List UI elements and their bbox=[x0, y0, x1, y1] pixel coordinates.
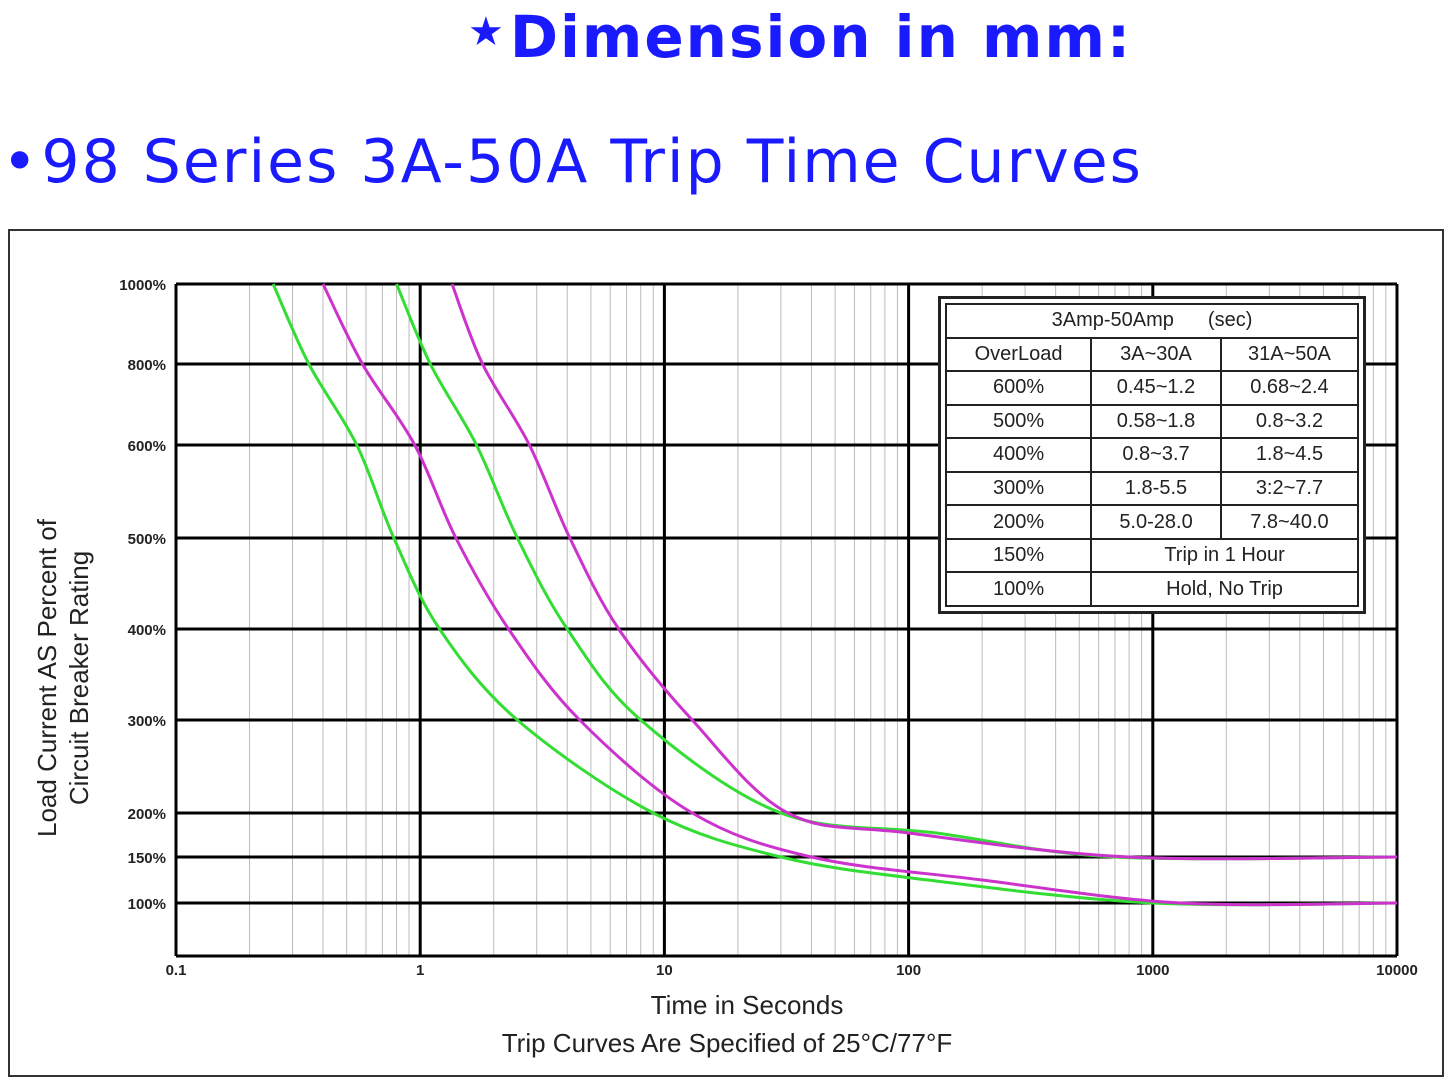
y-tick-label: 500% bbox=[128, 531, 166, 548]
table-cell: 0.8~3.2 bbox=[1219, 403, 1360, 440]
table-cell: 1.8~4.5 bbox=[1219, 437, 1360, 473]
table-cell: 300% bbox=[944, 470, 1093, 507]
table-header-cell: 31A~50A bbox=[1219, 336, 1360, 373]
chart-footnote: Trip Curves Are Specified of 25°C/77°F bbox=[502, 1028, 952, 1058]
table-row: 200% 5.0-28.0 7.8~40.0 bbox=[944, 504, 1360, 540]
table-cell: 0.58~1.8 bbox=[1090, 403, 1222, 440]
table-cell: 500% bbox=[944, 403, 1093, 440]
table-header-cell: OverLoad bbox=[944, 336, 1093, 373]
table-cell: 0.8~3.7 bbox=[1090, 437, 1222, 473]
table-cell: 400% bbox=[944, 437, 1093, 473]
table-cell: 1.8-5.5 bbox=[1090, 470, 1222, 507]
table-unit: (sec) bbox=[1207, 309, 1253, 332]
table-row: 400% 0.8~3.7 1.8~4.5 bbox=[944, 437, 1360, 473]
table-cell: Trip in 1 Hour bbox=[1090, 537, 1359, 574]
table-cell: Hold, No Trip bbox=[1090, 571, 1359, 607]
x-tick-label: 10000 bbox=[1376, 962, 1418, 979]
table-title-row: 3Amp-50Amp (sec) bbox=[945, 303, 1359, 339]
y-tick-labels: 1000% 800% 600% 500% 400% 300% 200% 150% 100% bbox=[119, 277, 166, 913]
table-cell: 7.8~40.0 bbox=[1219, 504, 1360, 540]
x-tick-labels: 0.1 1 10 100 1000 10000 bbox=[166, 962, 1418, 979]
y-tick-label: 400% bbox=[128, 622, 166, 639]
x-tick-label: 100 bbox=[896, 962, 921, 979]
y-tick-label: 600% bbox=[128, 438, 166, 455]
table-row: 500% 0.58~1.8 0.8~3.2 bbox=[944, 403, 1360, 440]
x-tick-label: 1 bbox=[416, 962, 424, 979]
table-cell: 3:2~7.7 bbox=[1219, 470, 1360, 507]
spec-table: 3Amp-50Amp (sec) OverLoad 3A~30A 31A~50A … bbox=[944, 303, 1360, 607]
y-tick-label: 800% bbox=[128, 357, 166, 374]
y-axis-title-line-1: Load Current AS Percent of bbox=[32, 518, 62, 837]
table-header-row: OverLoad 3A~30A 31A~50A bbox=[944, 336, 1360, 373]
x-axis-title: Time in Seconds bbox=[651, 990, 844, 1020]
table-cell: 600% bbox=[944, 370, 1093, 406]
subtitle-text: 98 Series 3A-50A Trip Time Curves bbox=[41, 127, 1143, 197]
trip-curve-green-0 bbox=[271, 283, 1398, 907]
y-tick-label: 300% bbox=[128, 713, 166, 730]
table-cell: 0.45~1.2 bbox=[1090, 370, 1222, 406]
heading-text: Dimension in mm: bbox=[509, 3, 1133, 71]
table-row: 600% 0.45~1.2 0.68~2.4 bbox=[944, 370, 1360, 406]
x-tick-label: 10 bbox=[656, 962, 673, 979]
table-header-cell: 3A~30A bbox=[1090, 336, 1222, 373]
table-row: 100% Hold, No Trip bbox=[944, 571, 1359, 607]
table-cell: 150% bbox=[944, 537, 1093, 574]
chart-frame bbox=[8, 229, 1444, 1077]
y-tick-label: 150% bbox=[128, 850, 166, 867]
page-heading: ★Dimension in mm: bbox=[468, 0, 1132, 69]
table-row: 300% 1.8-5.5 3:2~7.7 bbox=[944, 470, 1360, 507]
chart-subtitle: •98 Series 3A-50A Trip Time Curves bbox=[2, 128, 1143, 196]
table-title: 3Amp-50Amp bbox=[1051, 309, 1174, 332]
table-cell: 5.0-28.0 bbox=[1090, 504, 1222, 540]
table-row: 150% Trip in 1 Hour bbox=[944, 537, 1359, 574]
y-tick-label: 1000% bbox=[119, 277, 166, 294]
bullet-icon: • bbox=[2, 127, 40, 197]
table-title-cell: 3Amp-50Amp (sec) bbox=[945, 303, 1359, 339]
x-tick-label: 0.1 bbox=[166, 962, 187, 979]
y-axis-title-line-2: Circuit Breaker Rating bbox=[64, 551, 94, 805]
star-icon: ★ bbox=[468, 9, 506, 55]
y-tick-label: 200% bbox=[128, 806, 166, 823]
trip-curve-magenta-1 bbox=[321, 283, 1398, 907]
series-layer bbox=[271, 283, 1398, 907]
table-cell: 100% bbox=[944, 571, 1093, 607]
table-cell: 200% bbox=[944, 504, 1093, 540]
x-tick-label: 1000 bbox=[1136, 962, 1169, 979]
spec-table-box: 3Amp-50Amp (sec) OverLoad 3A~30A 31A~50A … bbox=[938, 296, 1366, 614]
table-cell: 0.68~2.4 bbox=[1219, 370, 1360, 406]
y-axis-title: Load Current AS Percent of Circuit Break… bbox=[32, 518, 94, 837]
y-tick-label: 100% bbox=[128, 896, 166, 913]
trip-curve-magenta-3 bbox=[450, 283, 1398, 861]
